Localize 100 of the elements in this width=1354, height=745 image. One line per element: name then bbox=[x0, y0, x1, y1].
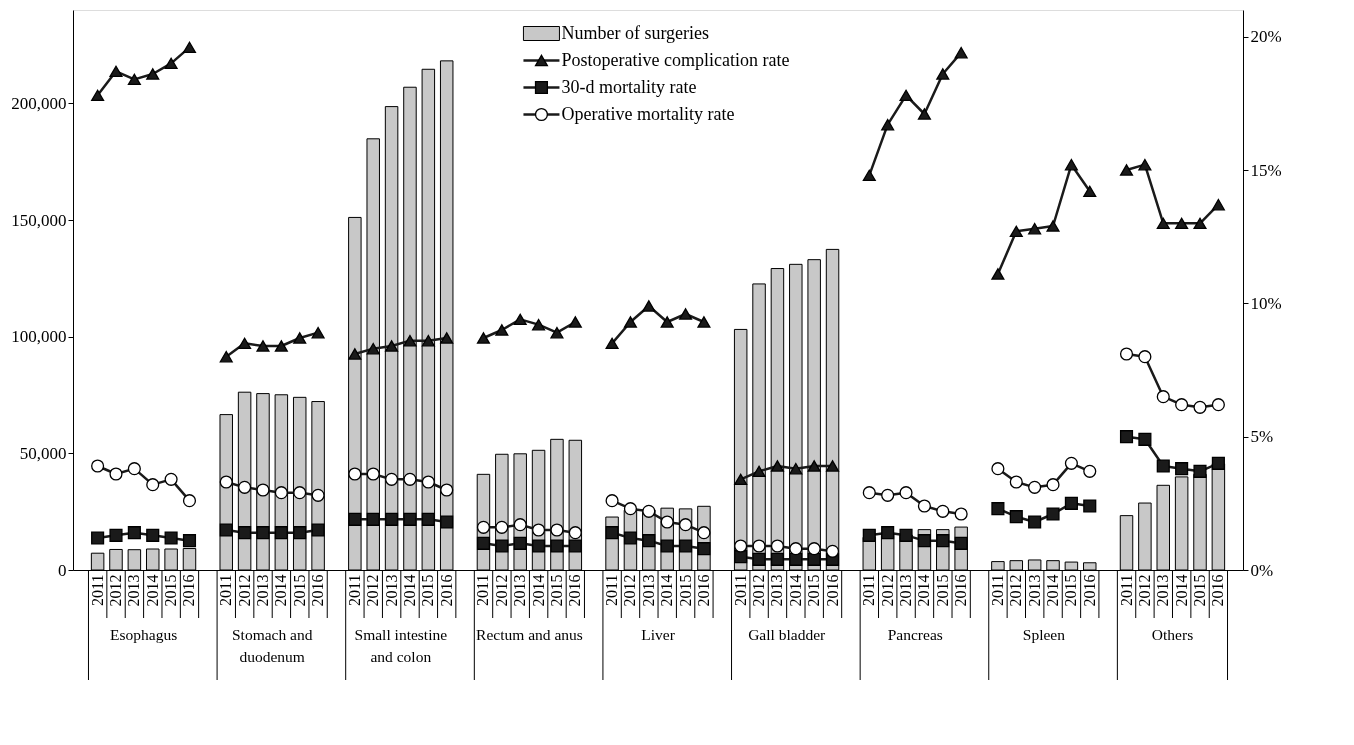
point bbox=[91, 89, 105, 102]
point bbox=[752, 539, 766, 553]
x-tick-label: 2015 bbox=[805, 574, 823, 607]
point bbox=[660, 539, 674, 553]
point bbox=[532, 523, 546, 537]
point bbox=[238, 526, 252, 540]
text: Esophagus bbox=[110, 626, 178, 643]
point bbox=[752, 552, 766, 566]
point bbox=[1156, 459, 1170, 473]
x-tick-label: 2011 bbox=[731, 574, 749, 606]
x-tick-label: 2016 bbox=[437, 574, 455, 607]
point bbox=[1211, 456, 1225, 470]
y2-tick-label: 5% bbox=[1250, 427, 1274, 447]
x-tick-label: 2014 bbox=[1044, 574, 1062, 607]
x-tick-label: 2012 bbox=[235, 574, 253, 607]
point bbox=[550, 539, 564, 553]
x-tick-label: 2015 bbox=[290, 574, 308, 607]
x-tick-label: 2015 bbox=[1191, 574, 1209, 607]
point bbox=[476, 520, 491, 534]
x-tick-label: 2015 bbox=[676, 574, 694, 607]
point bbox=[495, 539, 509, 553]
point bbox=[109, 528, 123, 542]
x-tick-label: 2016 bbox=[952, 574, 970, 607]
point bbox=[734, 539, 748, 553]
y2-tick-label: 0% bbox=[1250, 560, 1274, 580]
point bbox=[568, 539, 582, 553]
point bbox=[1193, 400, 1207, 414]
point bbox=[366, 512, 380, 526]
point bbox=[293, 526, 307, 540]
text: Others bbox=[1151, 626, 1194, 643]
point bbox=[127, 526, 141, 540]
text: Rectum and anus bbox=[476, 626, 583, 643]
x-tick-label: 2014 bbox=[529, 574, 547, 607]
x-tick-label: 2015 bbox=[933, 574, 951, 607]
text: Stomach and duodenum bbox=[231, 626, 313, 665]
point bbox=[91, 531, 105, 545]
point bbox=[770, 552, 784, 566]
point bbox=[164, 531, 178, 545]
x-tick-label: 2012 bbox=[1135, 574, 1153, 607]
point bbox=[881, 526, 895, 540]
text: Pancreas bbox=[887, 626, 943, 643]
text: Gall bladder bbox=[748, 626, 827, 643]
x-tick-label: 2016 bbox=[694, 574, 712, 607]
point bbox=[568, 526, 582, 540]
point bbox=[182, 534, 197, 548]
point bbox=[825, 544, 840, 558]
point bbox=[385, 472, 399, 486]
x-tick-label: 2013 bbox=[768, 574, 786, 607]
x-tick-label: 2015 bbox=[162, 574, 180, 607]
point bbox=[495, 520, 509, 534]
point bbox=[311, 488, 325, 502]
point bbox=[642, 534, 656, 548]
point bbox=[127, 73, 141, 86]
x-tick-label: 2014 bbox=[143, 574, 161, 607]
legend-label: 30-d mortality rate bbox=[561, 76, 697, 97]
x-tick-label: 2013 bbox=[511, 574, 529, 607]
point bbox=[182, 41, 197, 54]
point bbox=[293, 486, 307, 500]
point bbox=[146, 68, 160, 80]
point bbox=[532, 539, 546, 553]
point bbox=[623, 531, 638, 545]
legend-label: Postoperative complication rate bbox=[561, 49, 790, 70]
x-tick-label: 2011 bbox=[474, 574, 492, 606]
point bbox=[219, 523, 233, 537]
point bbox=[421, 475, 435, 489]
point bbox=[421, 512, 435, 526]
point bbox=[697, 542, 711, 556]
point bbox=[1211, 398, 1225, 412]
x-tick-label: 2012 bbox=[621, 574, 639, 607]
point bbox=[1119, 430, 1134, 444]
point bbox=[440, 483, 454, 497]
point bbox=[1175, 398, 1189, 412]
x-tick-label: 2011 bbox=[603, 574, 621, 606]
x-tick-label: 2016 bbox=[566, 574, 584, 607]
point bbox=[274, 526, 288, 540]
point bbox=[678, 539, 693, 553]
point bbox=[440, 515, 454, 529]
y-tick-label: 0 bbox=[58, 560, 67, 580]
point bbox=[348, 467, 362, 481]
point bbox=[385, 512, 399, 526]
x-tick-label: 2016 bbox=[1209, 574, 1227, 607]
x-tick-label: 2013 bbox=[1154, 574, 1172, 607]
x-tick-label: 2013 bbox=[1025, 574, 1043, 607]
y2-tick-label: 10% bbox=[1250, 293, 1282, 313]
legend-label: Number of surgeries bbox=[561, 22, 710, 43]
point bbox=[146, 528, 160, 542]
x-tick-label: 2016 bbox=[1080, 574, 1098, 607]
point bbox=[770, 539, 784, 553]
x-tick-label: 2012 bbox=[750, 574, 768, 607]
x-tick-label: 2012 bbox=[106, 574, 124, 607]
point bbox=[862, 528, 876, 542]
point bbox=[366, 467, 380, 481]
x-tick-label: 2013 bbox=[639, 574, 657, 607]
x-tick-label: 2014 bbox=[658, 574, 676, 607]
y2-tick-label: 15% bbox=[1250, 160, 1282, 180]
y2-tick-label: 20% bbox=[1250, 27, 1282, 47]
x-tick-label: 2011 bbox=[988, 574, 1006, 606]
x-tick-label: 2013 bbox=[253, 574, 271, 607]
x-tick-label: 2011 bbox=[88, 574, 106, 606]
point bbox=[403, 472, 417, 486]
